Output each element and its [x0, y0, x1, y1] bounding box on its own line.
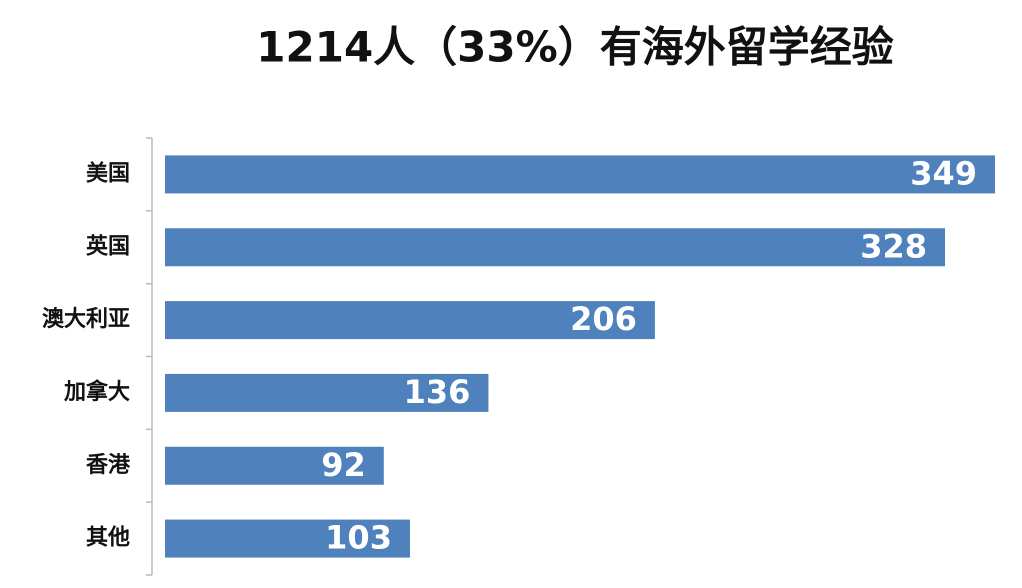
- bar: [165, 373, 489, 412]
- category-label: 美国: [86, 160, 130, 186]
- value-label: 349: [910, 154, 977, 192]
- category-label: 香港: [86, 453, 131, 478]
- value-label: 206: [570, 300, 637, 338]
- value-label: 136: [404, 373, 471, 411]
- value-label: 328: [860, 227, 927, 265]
- bar: [165, 228, 946, 267]
- chart-title: 1214人（33%）有海外留学经验: [256, 23, 893, 72]
- bar: [165, 519, 410, 558]
- bar: [165, 301, 655, 340]
- category-label: 其他: [86, 526, 130, 551]
- value-label: 92: [321, 446, 366, 484]
- category-label: 英国: [86, 234, 130, 259]
- bar: [165, 155, 995, 194]
- category-label: 澳大利亚: [42, 306, 130, 332]
- category-label: 加拿大: [63, 379, 130, 405]
- value-label: 103: [325, 519, 392, 557]
- bar: [165, 446, 384, 485]
